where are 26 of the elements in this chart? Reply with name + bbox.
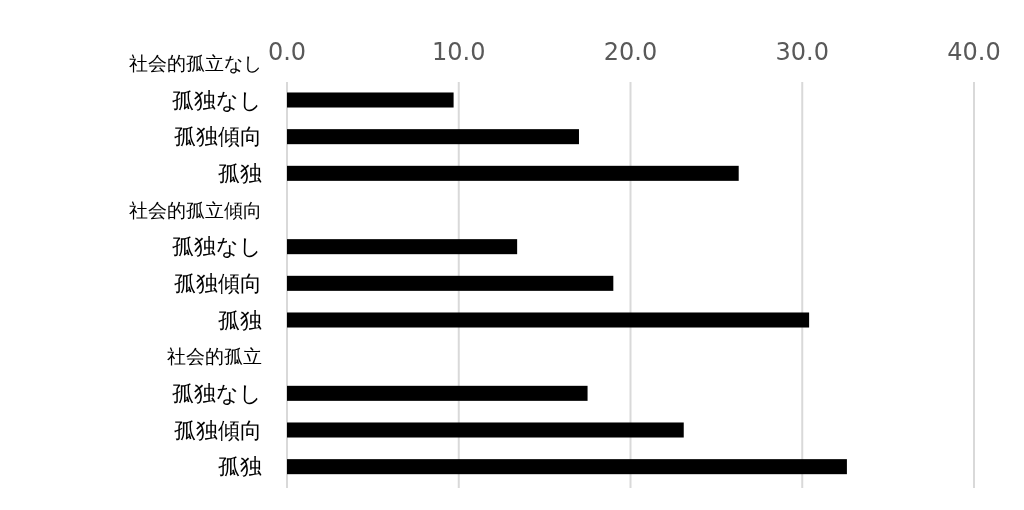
bar [287, 275, 614, 291]
x-tick-label: 0.0 [267, 38, 307, 66]
y-tick-label: 孤独 [218, 161, 262, 187]
y-tick-label: 孤独なし [172, 234, 262, 260]
bar [287, 239, 518, 255]
y-tick-label: 社会的孤立 [167, 345, 262, 368]
y-tick-label: 孤独傾向 [174, 124, 262, 150]
y-tick-label: 孤独傾向 [174, 271, 262, 297]
bar [287, 422, 684, 438]
x-tick-label: 40.0 [947, 38, 1001, 66]
bar [287, 312, 810, 328]
x-tick-label: 20.0 [603, 38, 658, 66]
bar [287, 165, 739, 181]
x-tick-label: 30.0 [775, 38, 829, 66]
y-tick-label: 社会的孤立なし [129, 51, 262, 74]
y-tick-label: 社会的孤立傾向 [129, 198, 262, 221]
x-tick-label: 10.0 [432, 38, 486, 66]
y-tick-label: 孤独なし [172, 87, 262, 113]
y-tick-label: 孤独 [218, 307, 262, 333]
bar [287, 459, 847, 475]
y-tick-label: 孤独なし [172, 381, 262, 407]
bar [287, 129, 579, 145]
bar [287, 385, 588, 401]
y-tick-label: 孤独傾向 [174, 417, 262, 443]
bar [287, 92, 454, 108]
y-tick-label: 孤独 [218, 454, 262, 480]
